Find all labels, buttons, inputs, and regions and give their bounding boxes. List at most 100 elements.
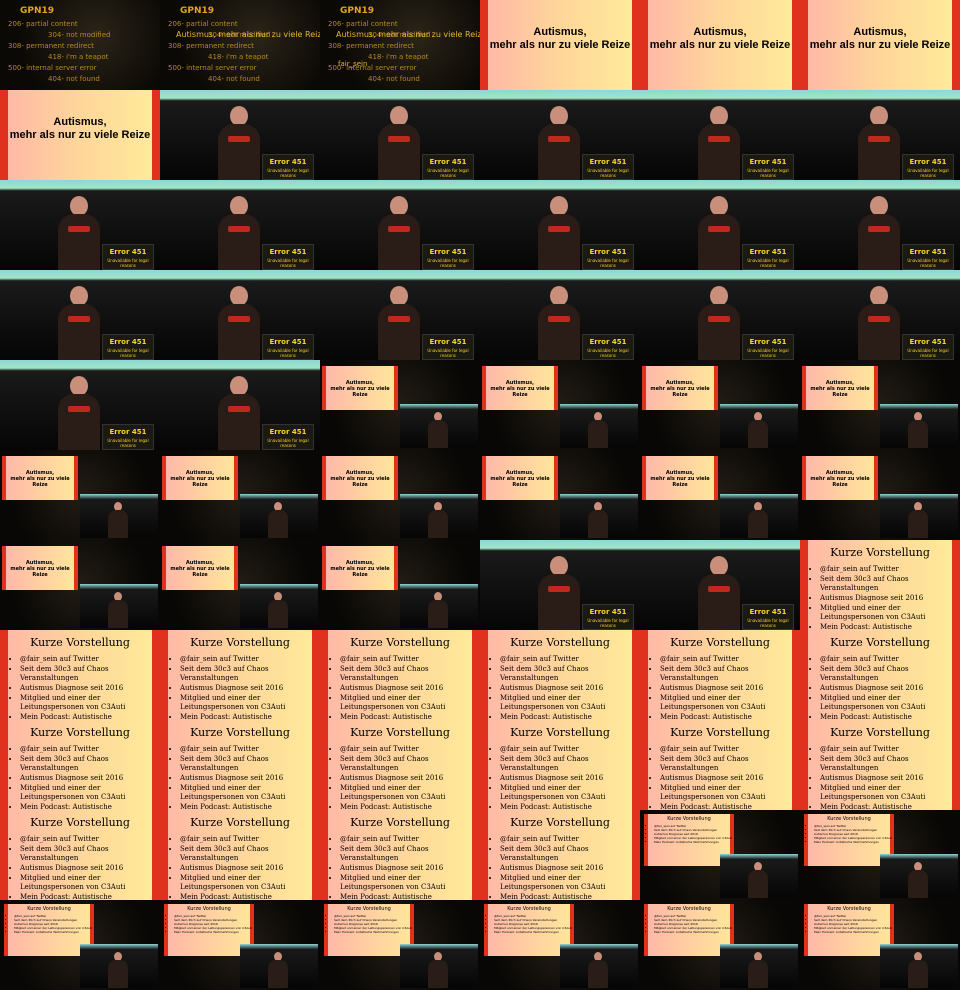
bullet-item: Mitglied und einer der Leitungspersonen … [654, 836, 732, 840]
slide-edge-right [890, 904, 894, 956]
speaker [218, 286, 260, 360]
bullet-item: Mein Podcast: Autistische Wahrnehmungen [500, 893, 632, 900]
thumbnail-list: Kurze Vorstellung @fair_sein auf TwitterS… [320, 630, 480, 720]
bullet-item: Mein Podcast: Autistische Wahrnehmungen [180, 893, 312, 900]
speaker-body [108, 600, 128, 628]
slide-edge-right [90, 904, 94, 956]
speaker [698, 556, 740, 630]
slide-title: Kurze Vorstellung [350, 636, 450, 649]
speaker-head [594, 412, 602, 421]
stage-frame: Error 451 Unavailable for legal reasons [0, 360, 160, 450]
bullet-item: Mein Podcast: Autistische Wahrnehmungen [334, 930, 412, 934]
slide-title: Kurze Vorstellung [667, 906, 711, 912]
camera-inset [240, 944, 318, 988]
bullet-item: Mein Podcast: Autistische Wahrnehmungen [340, 803, 472, 810]
title-line: mehr als nur zu viele Reize [10, 566, 70, 578]
thumbnail-combo-title: Autismus, mehr als nur zu viele Reize [800, 360, 960, 450]
thumbnail-list: Kurze Vorstellung @fair_sein auf TwitterS… [800, 630, 960, 720]
thumbnail-list: Kurze Vorstellung @fair_sein auf TwitterS… [480, 630, 640, 720]
thumbnail-stage: Error 451 Unavailable for legal reasons [640, 540, 800, 630]
speaker-head [550, 556, 568, 576]
thumbnail-stage: Error 451 Unavailable for legal reasons [480, 540, 640, 630]
speaker-body [58, 214, 100, 270]
speaker-body [58, 304, 100, 360]
mini-slide: Autismus, mehr als nur zu viele Reize [322, 546, 398, 590]
speaker-body [538, 574, 580, 630]
slide-title: Autismus, mehr als nur zu viele Reize [322, 380, 398, 398]
speaker [218, 196, 260, 270]
stage-frame: Error 451 Unavailable for legal reasons [160, 360, 320, 450]
slide-edge-right [234, 456, 238, 500]
speaker-head [914, 862, 922, 871]
slide-title: Kurze Vorstellung [350, 726, 450, 739]
camera-inset [400, 944, 478, 988]
slide-edge-left [802, 366, 806, 410]
bullet-item: Mitglied und einer der Leitungspersonen … [20, 874, 152, 892]
error-subtitle: Unavailable for legal reasons [587, 618, 629, 628]
speaker-head [274, 952, 282, 961]
title-line: mehr als nur zu viele Reize [9, 129, 151, 141]
speaker-body [588, 420, 608, 448]
thumbnail-combo-title: Autismus, mehr als nur zu viele Reize [160, 450, 320, 540]
bullet-item: Seit dem 30c3 auf Chaos Veranstaltungen [20, 845, 152, 863]
slide-edge-left [2, 546, 6, 590]
slide-edge-left [480, 810, 488, 900]
speaker [858, 106, 900, 180]
camera-inset [400, 584, 478, 628]
bullet-item: @fair_sein auf Twitter [654, 824, 732, 828]
combo-frame: Kurze Vorstellung @fair_sein auf TwitterS… [640, 810, 800, 900]
bullet-item: Mein Podcast: Autistische Wahrnehmungen [20, 893, 152, 900]
bullet-list: @fair_sein auf TwitterSeit dem 30c3 auf … [10, 835, 152, 900]
slide-title: Kurze Vorstellung [507, 906, 551, 912]
bullet-item: @fair_sein auf Twitter [500, 745, 632, 754]
speaker-head [710, 106, 728, 126]
thumbnail-list: Kurze Vorstellung @fair_sein auf TwitterS… [480, 810, 640, 900]
speaker-body [698, 574, 740, 630]
thumbnail-list: Kurze Vorstellung @fair_sein auf TwitterS… [0, 720, 160, 810]
bullet-list: @fair_sein auf TwitterSeit dem 30c3 auf … [10, 655, 152, 720]
bullet-item: Autismus Diagnose seit 2016 [174, 922, 252, 926]
error-title: Error 451 [909, 158, 947, 166]
thumbnail-title: Autismus, mehr als nur zu viele Reize [0, 90, 160, 180]
speaker [538, 556, 580, 630]
error-subtitle: Unavailable for legal reasons [267, 348, 309, 358]
stage-frame: Error 451 Unavailable for legal reasons [800, 90, 960, 180]
slide-title: Autismus, mehr als nur zu viele Reize [482, 380, 558, 398]
slide-edge-right [312, 810, 320, 900]
bullet-item: Seit dem 30c3 auf Chaos Veranstaltungen [814, 918, 892, 922]
speaker-head [114, 502, 122, 511]
shirt-logo [68, 406, 90, 412]
stage-frame: Error 451 Unavailable for legal reasons [480, 270, 640, 360]
bullet-item: Seit dem 30c3 auf Chaos Veranstaltungen [500, 665, 632, 683]
bullet-item: Mitglied und einer der Leitungspersonen … [20, 694, 152, 712]
thumbnail-combo-list: Kurze Vorstellung @fair_sein auf TwitterS… [160, 900, 320, 990]
title-line: Autismus, [185, 560, 215, 566]
mini-slide: Autismus, mehr als nur zu viele Reize [322, 366, 398, 410]
thumbnail-stage: Error 451 Unavailable for legal reasons [480, 90, 640, 180]
camera-inset [80, 584, 158, 628]
slide-edge-left [800, 0, 808, 90]
bullet-item: Seit dem 30c3 auf Chaos Veranstaltungen [660, 665, 792, 683]
combo-frame: Autismus, mehr als nur zu viele Reize [800, 360, 960, 450]
speaker-head [114, 592, 122, 601]
bullet-item: Autismus Diagnose seit 2016 [14, 922, 92, 926]
bullet-item: Mitglied und einer der Leitungspersonen … [820, 784, 952, 802]
speaker-body [378, 214, 420, 270]
slide-edge-right [554, 456, 558, 500]
slide-edge-right [792, 720, 800, 810]
slide-edge-right [890, 814, 894, 866]
thumbnail-stage: Error 451 Unavailable for legal reasons [0, 270, 160, 360]
bullet-item: Seit dem 30c3 auf Chaos Veranstaltungen [654, 828, 732, 832]
speaker-head [274, 592, 282, 601]
thumbnail-combo-list: Kurze Vorstellung @fair_sein auf TwitterS… [800, 810, 960, 900]
bullet-item: Autismus Diagnose seit 2016 [340, 864, 472, 873]
bullet-item: Seit dem 30c3 auf Chaos Veranstaltungen [180, 665, 312, 683]
speaker-head [754, 502, 762, 511]
shirt-logo [708, 226, 730, 232]
slide-title: Autismus, mehr als nur zu viele Reize [482, 470, 558, 488]
error-subtitle: Unavailable for legal reasons [587, 348, 629, 358]
speaker-head [914, 502, 922, 511]
speaker-head [70, 376, 88, 396]
title-line: mehr als nur zu viele Reize [650, 476, 710, 488]
slide-edge-right [632, 720, 640, 810]
